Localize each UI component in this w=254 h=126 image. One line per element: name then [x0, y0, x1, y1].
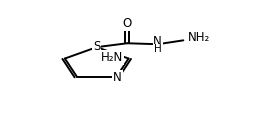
- Text: NH₂: NH₂: [188, 31, 211, 44]
- Text: S: S: [93, 40, 100, 53]
- Text: O: O: [123, 17, 132, 30]
- Text: H: H: [154, 44, 162, 54]
- Text: N: N: [113, 71, 122, 84]
- Text: N: N: [153, 35, 162, 48]
- Text: H₂N: H₂N: [101, 51, 123, 64]
